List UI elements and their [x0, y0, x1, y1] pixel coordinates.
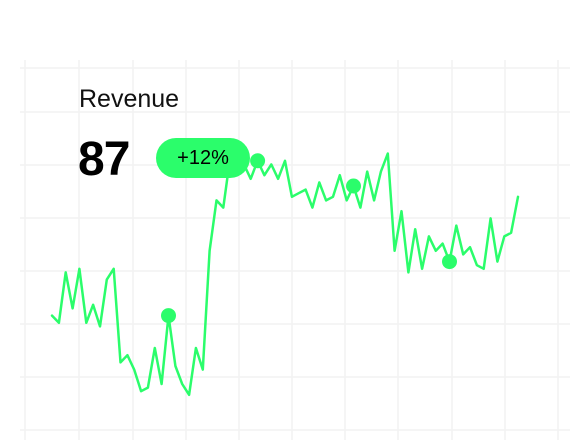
data-point-marker[interactable]	[346, 178, 361, 194]
chart-grid	[20, 60, 570, 440]
series-line	[50, 152, 520, 397]
metric-value: 87	[78, 133, 130, 186]
card-title: Revenue	[79, 85, 180, 113]
data-point-marker[interactable]	[250, 153, 266, 169]
change-badge: +12%	[156, 138, 250, 178]
chart-marker-layer	[161, 153, 457, 324]
chart-line-layer	[50, 152, 520, 397]
data-point-marker[interactable]	[442, 254, 457, 270]
data-point-marker[interactable]	[161, 308, 176, 324]
